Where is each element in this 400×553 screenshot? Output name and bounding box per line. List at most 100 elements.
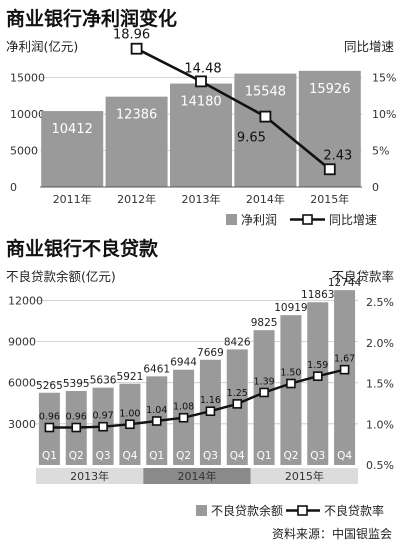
chart2-rate-label: 0.96	[66, 412, 87, 423]
chart1-growth-line	[136, 47, 331, 171]
chart1-bar-label: 15548	[245, 85, 286, 100]
chart2-bar-label: 12744	[328, 277, 362, 289]
chart2-quarter-label: Q1	[42, 450, 57, 462]
chart1-ylabel: 净利润(亿元)	[6, 39, 78, 54]
chart1-growth-marker	[130, 42, 143, 55]
chart2-bar-label: 8426	[224, 336, 251, 348]
chart1-bar-label: 12386	[116, 108, 157, 123]
chart1-y2tick: 5%	[372, 145, 389, 158]
chart1-ytick: 0	[10, 181, 17, 194]
chart2-year-band	[143, 468, 251, 484]
chart1-legend-marker	[302, 214, 313, 225]
chart2-rate-marker	[178, 412, 189, 423]
chart1-bar-label: 10412	[52, 122, 93, 137]
chart2-ytick: 3000	[8, 418, 36, 431]
chart1-legend-swatch-bar	[226, 214, 237, 225]
chart2-rate-marker	[98, 421, 108, 432]
chart1-xtick: 2013年	[182, 192, 221, 206]
chart1-xtick: 2011年	[53, 192, 92, 206]
chart2-bar-label: 7669	[197, 347, 224, 359]
chart2-bar-label: 6461	[143, 363, 170, 375]
chart2-rate-label: 0.97	[93, 411, 114, 422]
chart2-legend-bar: 不良贷款余额	[211, 503, 283, 518]
chart2-rate-marker	[312, 371, 323, 381]
chart1-bar	[105, 96, 168, 187]
chart2-rate-label: 1.00	[119, 408, 140, 419]
chart1-growth-marker	[259, 110, 272, 123]
chart2-rate-label: 1.08	[173, 402, 194, 413]
chart1-xtick: 2012年	[117, 192, 156, 206]
chart1-ytick: 10000	[10, 108, 45, 121]
chart1-growth-marker	[323, 163, 336, 176]
chart2-rate-marker	[339, 364, 350, 375]
chart1-growth-label: 14.48	[184, 61, 221, 76]
chart2-year-label: 2013年	[70, 469, 109, 483]
source-note: 资料来源：中国银监会	[272, 526, 392, 541]
chart2-bar-label: 6944	[170, 357, 197, 369]
chart2-quarter-label: Q3	[96, 450, 111, 462]
chart2-bar-label: 9825	[251, 317, 278, 329]
chart2-rate-marker	[151, 416, 162, 426]
chart2-quarter-label: Q1	[149, 450, 164, 462]
chart2-quarter-label: Q2	[283, 450, 298, 462]
chart2-bar-label: 10919	[274, 302, 307, 314]
chart1-legend-line-label: 同比增速	[329, 213, 377, 227]
chart1-bar	[41, 111, 104, 187]
chart2-title: 商业银行不良贷款	[6, 237, 159, 260]
chart2-rate-label: 1.16	[200, 395, 221, 406]
chart2-quarter-label: Q2	[69, 450, 84, 462]
chart2-quarter-label: Q4	[230, 450, 245, 462]
chart2-rate-label: 1.59	[307, 360, 328, 371]
chart1-growth-label: 9.65	[237, 131, 266, 146]
chart2-rate-marker	[125, 419, 135, 430]
chart1-title: 商业银行净利润变化	[6, 7, 177, 30]
chart2-bar-label: 11863	[301, 289, 334, 301]
chart2-legend-swatch-bar	[196, 505, 207, 516]
chart2-rate-marker	[286, 378, 296, 389]
chart2-bar-label: 5265	[36, 380, 63, 392]
chart1-ytick: 15000	[10, 72, 45, 85]
chart1-y2tick: 15%	[372, 72, 396, 85]
chart2-y2tick: 1.0%	[366, 418, 394, 431]
chart2-ylabel: 不良贷款余额(亿元)	[6, 269, 116, 284]
chart2-rate-marker	[71, 422, 82, 433]
chart2-y2tick: 2.0%	[366, 337, 394, 350]
chart2-bar	[334, 290, 356, 465]
chart1-ytick: 5000	[10, 145, 38, 158]
chart2-quarter-label: Q4	[122, 450, 137, 462]
chart2-quarter-label: Q3	[203, 450, 218, 462]
chart1-growth-label: 2.43	[323, 148, 352, 163]
chart2-y2tick: 1.5%	[366, 378, 394, 391]
chart2-bar	[280, 315, 302, 465]
chart1-y2tick: 10%	[372, 108, 396, 121]
chart2-ytick: 12000	[8, 294, 43, 307]
chart2-ytick: 6000	[8, 377, 36, 390]
chart1-xtick: 2015年	[310, 192, 349, 206]
chart2-legend-marker	[297, 505, 308, 516]
chart2-rate-label: 1.04	[146, 405, 167, 416]
chart2-bar	[253, 330, 275, 465]
chart1-bar-label: 15926	[309, 82, 350, 97]
chart1-y2label: 同比增速	[344, 39, 395, 54]
chart2-legend-line-label: 不良贷款率	[324, 503, 384, 518]
chart1-growth-marker	[195, 75, 207, 88]
chart2-rate-label: 0.96	[39, 412, 60, 423]
chart2-bar	[307, 302, 329, 465]
chart2-rate-label: 1.50	[280, 368, 301, 379]
chart2-y2label: 不良贷款率	[331, 269, 394, 284]
chart2-bar-label: 5636	[90, 375, 117, 387]
chart2-quarter-label: Q1	[257, 450, 272, 462]
chart1-bar	[234, 73, 297, 187]
chart2-year-label: 2014年	[178, 469, 217, 483]
chart2-year-label: 2015年	[285, 469, 324, 483]
chart2-quarter-label: Q2	[176, 450, 191, 462]
chart2-rate-label: 1.67	[334, 354, 355, 365]
chart2-rate-marker	[205, 406, 216, 417]
chart2-rate-label: 1.25	[227, 388, 248, 399]
chart1-growth-label: 18.96	[113, 28, 150, 43]
chart2-bar-label: 5921	[117, 371, 144, 383]
chart1-bar	[170, 83, 232, 187]
chart2-rate-marker	[232, 399, 243, 409]
